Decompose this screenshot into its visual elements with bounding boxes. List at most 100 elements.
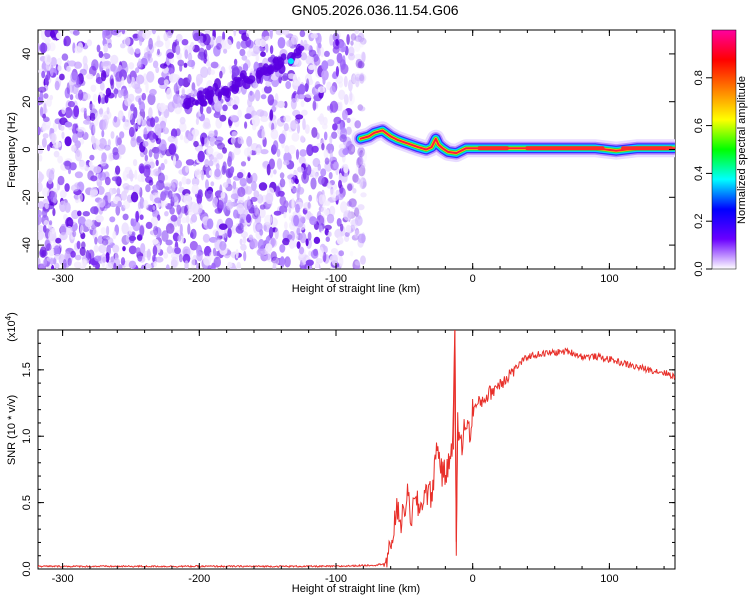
noise-blob xyxy=(283,101,288,109)
noise-blob xyxy=(161,230,169,242)
noise-blob xyxy=(289,178,294,190)
noise-blob xyxy=(356,157,362,169)
noise-blob xyxy=(113,30,122,33)
noise-blob xyxy=(246,136,253,147)
noise-blob xyxy=(270,75,279,81)
noise-blob xyxy=(182,253,191,264)
noise-blob xyxy=(227,261,233,268)
y-tick-label: 1.0 xyxy=(21,429,33,444)
noise-blob xyxy=(199,104,204,115)
y-tick-label: 40 xyxy=(21,48,33,60)
noise-blob xyxy=(338,179,342,189)
x-tick-label: -300 xyxy=(52,273,74,285)
x-tick-label: 0 xyxy=(470,573,476,585)
noise-blob xyxy=(222,182,229,188)
noise-blob xyxy=(41,70,46,79)
noise-blob xyxy=(149,88,157,96)
noise-blob xyxy=(166,87,172,100)
noise-blob xyxy=(155,256,164,263)
noise-blob xyxy=(191,128,200,137)
colorbar-ticks: 0.0 0.2 0.4 0.6 0.8 xyxy=(693,70,712,277)
noise-blob xyxy=(329,149,333,161)
noise-blob xyxy=(191,177,200,187)
noise-blob xyxy=(323,50,330,58)
noise-blob xyxy=(74,254,82,261)
noise-blob xyxy=(239,196,245,204)
noise-blob xyxy=(81,259,88,266)
noise-blob xyxy=(354,215,363,227)
noise-blob xyxy=(307,231,312,241)
noise-blob xyxy=(232,104,239,110)
noise-blob xyxy=(190,232,194,238)
noise-blob xyxy=(68,168,71,175)
noise-blob xyxy=(165,239,173,246)
noise-blob xyxy=(283,123,289,132)
noise-blob xyxy=(137,201,142,210)
noise-blob xyxy=(78,160,87,170)
noise-blob xyxy=(279,244,286,253)
noise-blob xyxy=(220,191,226,199)
diagonal-feature-blob xyxy=(187,101,194,108)
noise-blob xyxy=(113,116,118,123)
noise-blob xyxy=(244,121,248,129)
noise-blob xyxy=(347,143,356,155)
noise-blob xyxy=(219,70,223,79)
noise-blob xyxy=(38,181,43,193)
noise-blob xyxy=(152,254,156,263)
noise-blob xyxy=(59,125,65,131)
spectrogram-xlabel: Height of straight line (km) xyxy=(292,283,420,295)
noise-blob xyxy=(167,135,176,143)
noise-blob xyxy=(156,243,161,254)
noise-blob xyxy=(265,81,271,87)
noise-blob xyxy=(77,210,82,217)
noise-blob xyxy=(105,87,112,97)
noise-blob xyxy=(148,149,153,158)
noise-blob xyxy=(360,159,366,170)
noise-blob xyxy=(57,175,65,186)
noise-blob xyxy=(282,73,289,81)
noise-blob xyxy=(231,65,239,71)
noise-blob xyxy=(218,223,228,230)
noise-blob xyxy=(300,216,306,223)
noise-blob xyxy=(122,246,126,252)
noise-blob xyxy=(172,155,177,166)
noise-blob xyxy=(139,214,144,220)
noise-blob xyxy=(176,33,183,42)
noise-blob xyxy=(203,255,212,266)
noise-blob xyxy=(348,79,353,92)
noise-blob xyxy=(100,227,107,235)
noise-blob xyxy=(318,42,322,49)
noise-blob xyxy=(38,154,43,162)
noise-blob xyxy=(160,191,167,201)
y-tick-label: 0.5 xyxy=(21,495,33,510)
noise-blob xyxy=(358,74,365,82)
noise-blob xyxy=(346,182,354,191)
noise-blob xyxy=(44,37,51,44)
noise-blob xyxy=(257,239,265,251)
noise-blob xyxy=(43,219,49,227)
noise-blob xyxy=(122,200,131,210)
noise-blob xyxy=(219,241,227,251)
x-tick-label: -100 xyxy=(325,573,347,585)
noise-blob xyxy=(237,186,246,198)
noise-blob xyxy=(63,38,67,47)
noise-blob xyxy=(361,150,368,163)
noise-blob xyxy=(121,190,127,201)
noise-blob xyxy=(250,204,255,213)
noise-blob xyxy=(52,196,58,204)
noise-blob xyxy=(317,86,325,93)
noise-blob xyxy=(260,51,266,57)
noise-blob xyxy=(210,61,219,69)
noise-blob xyxy=(333,116,342,125)
noise-blob xyxy=(251,115,260,127)
noise-blob xyxy=(59,73,65,81)
noise-blob xyxy=(96,139,101,146)
noise-blob xyxy=(286,40,293,47)
noise-blob xyxy=(117,200,122,208)
noise-blob xyxy=(241,55,248,61)
noise-blob xyxy=(358,71,366,84)
noise-blob xyxy=(354,30,359,35)
noise-blob xyxy=(203,117,211,129)
diagonal-feature-blob xyxy=(293,52,302,59)
